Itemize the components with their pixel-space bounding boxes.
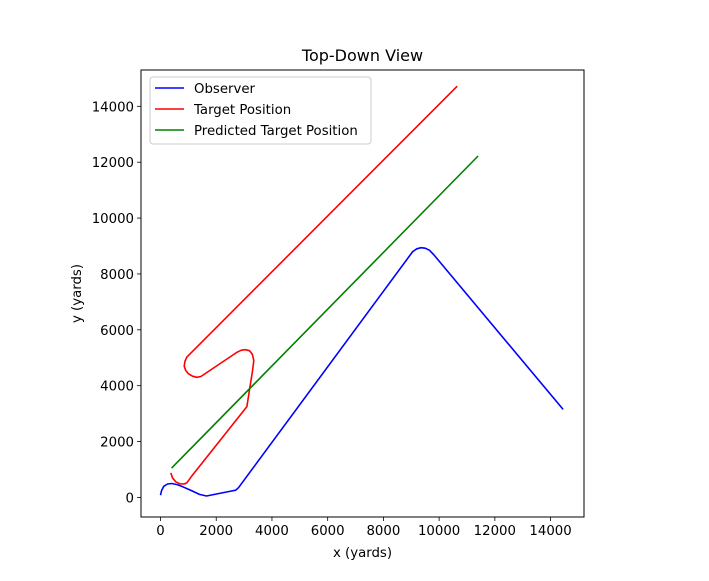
x-tick-label: 10000 [418,524,460,539]
x-tick-label: 2000 [199,524,233,539]
chart-title: Top-Down View [301,46,423,65]
axes-frame [140,69,585,518]
x-tick-label: 8000 [366,524,400,539]
legend-box [149,76,372,145]
legend-label-predicted-target-position: Predicted Target Position [194,124,358,139]
legend-label-observer: Observer [194,82,256,97]
y-tick-label: 12000 [92,156,134,171]
y-tick-label: 14000 [92,100,134,115]
legend-label-target-position: Target Position [193,103,291,118]
series-line-predicted-target-position [171,155,479,469]
y-tick-label: 6000 [100,324,134,339]
x-tick-label: 4000 [255,524,289,539]
x-tick-label: 6000 [311,524,345,539]
series-line-target-position [170,85,458,485]
y-tick-label: 8000 [100,268,134,283]
x-tick-label: 14000 [529,524,571,539]
y-axis-label: y (yards) [70,264,85,323]
y-axis-ticks: 0 2000 4000 6000 8000 10000 12000 14000 [92,100,141,506]
y-tick-label: 2000 [100,436,134,451]
series-line-observer [159,246,564,497]
x-axis-label: x (yards) [333,546,392,561]
y-tick-label: 4000 [100,380,134,395]
y-tick-label: 0 [126,491,134,506]
x-tick-label: 0 [156,524,164,539]
legend: Observer Target Position Predicted Targe… [149,76,372,145]
plot-area: 0 2000 4000 6000 8000 10000 12000 14000 0 2000 40… [92,69,585,539]
series-layer [159,85,564,497]
y-tick-label: 10000 [92,212,134,227]
x-tick-label: 12000 [474,524,516,539]
x-axis-ticks: 0 2000 4000 6000 8000 10000 12000 14000 [156,517,572,539]
